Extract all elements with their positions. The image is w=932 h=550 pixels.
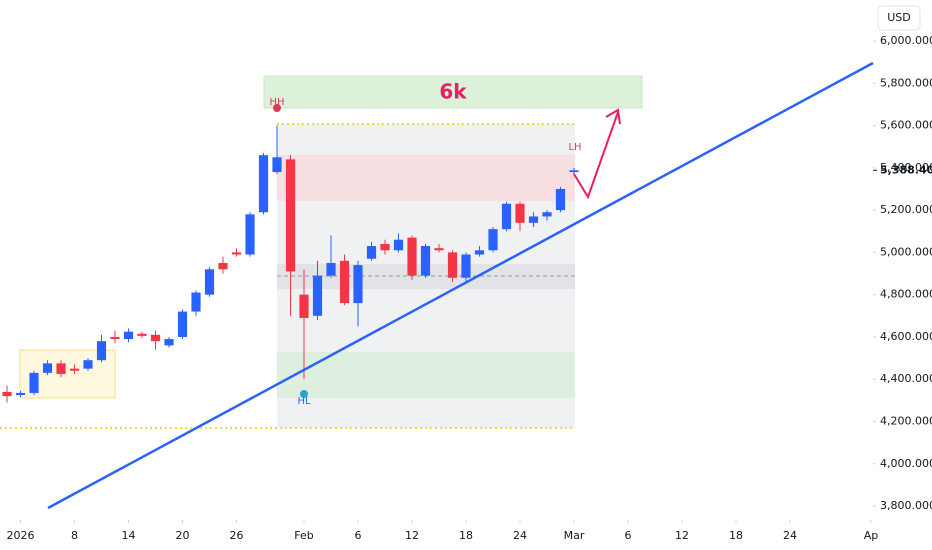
candle-body — [191, 292, 201, 312]
candle-body — [501, 203, 512, 230]
candle-body — [461, 254, 471, 278]
candle-body — [96, 341, 107, 361]
x-tick-label: 18 — [459, 529, 473, 542]
target-label: 6k — [439, 80, 467, 104]
y-tick-label: 4,400.000 — [880, 372, 932, 385]
trend-line — [47, 61, 874, 510]
x-tick-label: 24 — [783, 529, 797, 542]
candle-body — [258, 155, 269, 213]
target-zone — [263, 75, 643, 109]
arrow-head — [605, 108, 621, 125]
lh-label: LH — [568, 142, 581, 153]
candle-body — [528, 216, 539, 223]
candle-body — [83, 360, 93, 369]
candles — [2, 125, 579, 403]
y-tick-label: 5,400.000 — [880, 161, 932, 174]
candle-body — [474, 250, 485, 255]
candle-body — [420, 246, 431, 276]
x-tick-label: 14 — [122, 529, 136, 542]
candle-body — [339, 260, 350, 304]
candle-body — [2, 391, 12, 397]
candle-body — [542, 212, 552, 217]
x-tick-label: 6 — [624, 529, 631, 542]
currency-box[interactable] — [877, 5, 921, 31]
candle-body — [69, 368, 80, 371]
drawings: HH HL LH — [47, 61, 874, 510]
candle-body — [312, 275, 323, 316]
candle-body — [177, 311, 188, 337]
x-tick-label: 20 — [176, 529, 190, 542]
x-tick-label: Ap — [864, 529, 879, 542]
candle-body — [299, 294, 309, 318]
x-tick-label: 18 — [729, 529, 743, 542]
candle-body — [164, 339, 174, 346]
y-tick-label: 4,000.000 — [880, 457, 932, 470]
y-tick-label: 5,200.000 — [880, 203, 932, 216]
x-tick-label: Feb — [294, 529, 313, 542]
candle-body — [555, 188, 566, 211]
x-tick-label: 8 — [71, 529, 78, 542]
candle-body — [15, 392, 26, 396]
candle-body — [150, 334, 161, 342]
currency-label[interactable]: USD — [887, 11, 911, 24]
y-tick-label: 5,600.000 — [880, 119, 932, 132]
candle-body — [42, 363, 53, 373]
y-tick-label: 5,000.000 — [880, 245, 932, 258]
y-tick-label: 3,800.000 — [880, 499, 932, 512]
x-tick-label: 6 — [355, 529, 362, 542]
hl-marker — [300, 390, 308, 398]
candle-body — [407, 237, 417, 276]
x-tick-label: 2026 — [7, 529, 35, 542]
x-tick-label: Mar — [564, 529, 585, 542]
supply-zone — [277, 155, 575, 201]
y-tick-label: 4,800.000 — [880, 288, 932, 301]
last-price-label: 5,388.400 — [880, 163, 932, 176]
candle-body — [353, 265, 363, 304]
candle-body — [326, 262, 336, 276]
hl-label: HL — [297, 396, 311, 407]
candle-body — [245, 214, 255, 255]
y-tick-label: 4,200.000 — [880, 414, 932, 427]
candle-body — [123, 331, 134, 340]
hh-marker — [273, 104, 281, 112]
axes: USD 3,800.000 4,000.000 4,200.000 4,400.000… — [7, 5, 932, 542]
candle-body — [488, 229, 498, 251]
candle-body — [569, 170, 579, 173]
candle-body — [393, 239, 404, 251]
y-tick-label: 6,000.000 — [880, 34, 932, 47]
candle-body — [137, 333, 147, 336]
candle-body — [515, 203, 525, 223]
candle-body — [218, 262, 228, 270]
candle-body — [380, 243, 390, 251]
candle-body — [29, 372, 39, 393]
zones: 6k — [0, 75, 643, 429]
y-tick-label: 5,800.000 — [880, 76, 932, 89]
candle-body — [285, 159, 296, 272]
candle-body — [204, 269, 215, 295]
candle-body — [56, 363, 66, 374]
x-tick-label: 12 — [405, 529, 419, 542]
x-tick-label: 24 — [513, 529, 527, 542]
candle-body — [366, 246, 377, 259]
candle-body — [231, 252, 242, 255]
candle-body — [272, 157, 282, 173]
y-tick-label: 4,600.000 — [880, 330, 932, 343]
demand-zone — [277, 352, 575, 398]
x-tick-label: 12 — [675, 529, 689, 542]
projection-arrow — [573, 111, 619, 200]
x-tick-label: 26 — [230, 529, 244, 542]
candle-body — [447, 252, 458, 278]
hh-label: HH — [269, 97, 284, 108]
candle-body — [110, 336, 120, 340]
candle-body — [434, 248, 444, 251]
